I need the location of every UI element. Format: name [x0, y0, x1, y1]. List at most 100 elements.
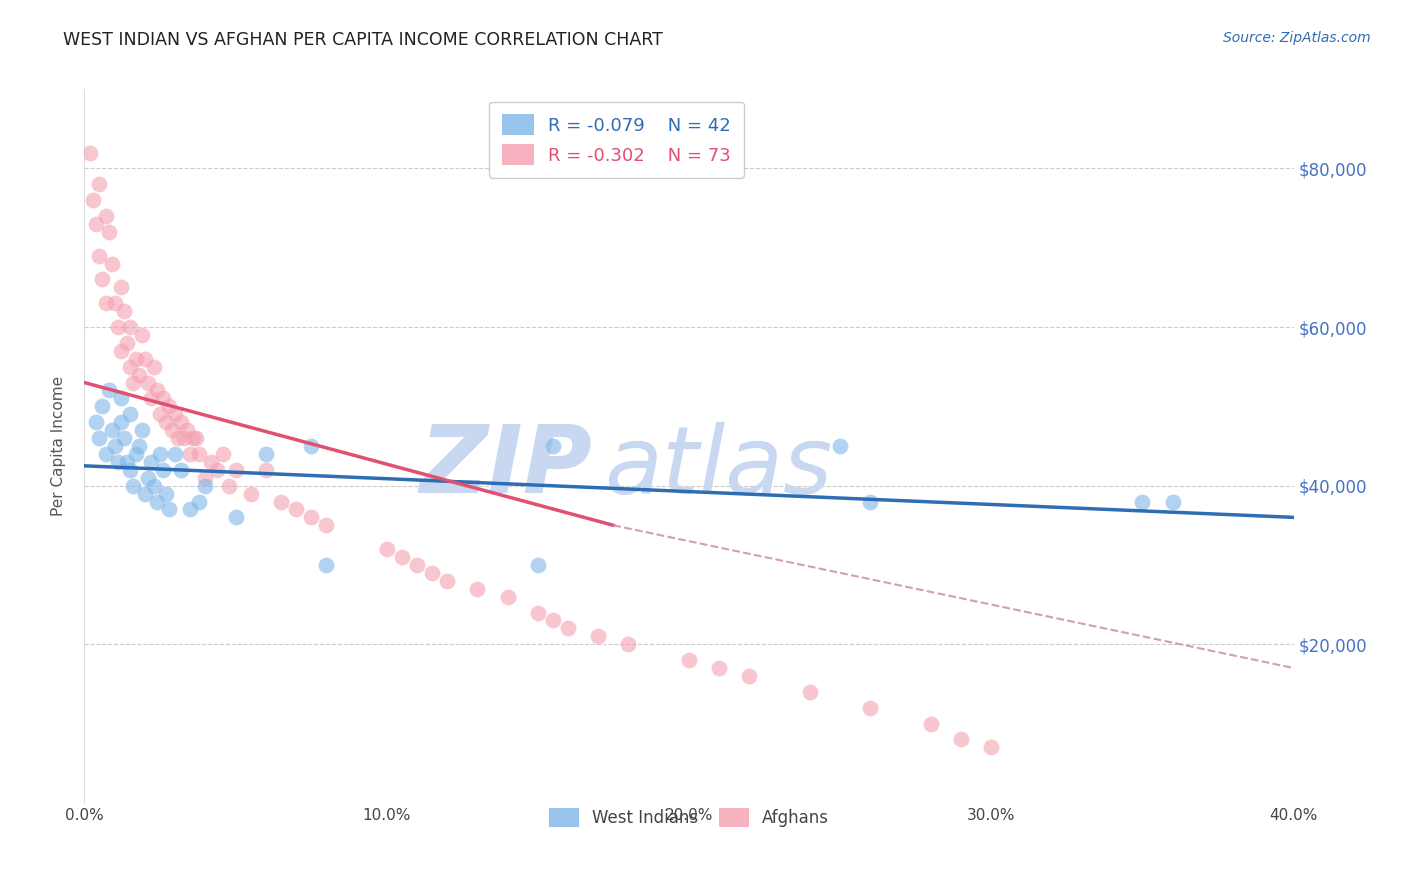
Afghans: [110, 280, 132, 294]
West Indians: [152, 463, 174, 477]
West Indians: [315, 558, 337, 572]
Afghans: [738, 669, 761, 683]
Afghans: [467, 582, 489, 596]
Afghans: [557, 621, 579, 635]
Afghans: [709, 661, 731, 675]
Afghans: [128, 368, 150, 382]
Afghans: [188, 447, 211, 461]
West Indians: [146, 494, 169, 508]
Afghans: [157, 400, 180, 414]
Afghans: [225, 463, 247, 477]
West Indians: [121, 478, 143, 492]
Afghans: [82, 193, 104, 207]
Afghans: [155, 415, 177, 429]
Afghans: [89, 178, 111, 192]
West Indians: [179, 502, 201, 516]
Afghans: [406, 558, 429, 572]
Afghans: [285, 502, 308, 516]
West Indians: [107, 455, 129, 469]
Afghans: [131, 328, 153, 343]
Afghans: [200, 455, 222, 469]
Afghans: [104, 296, 127, 310]
West Indians: [136, 471, 159, 485]
West Indians: [139, 455, 162, 469]
West Indians: [541, 439, 564, 453]
West Indians: [125, 447, 148, 461]
Afghans: [112, 304, 135, 318]
Afghans: [920, 716, 942, 731]
Afghans: [299, 510, 322, 524]
Afghans: [617, 637, 640, 651]
West Indians: [165, 447, 187, 461]
Afghans: [420, 566, 443, 580]
West Indians: [859, 494, 882, 508]
Afghans: [142, 359, 165, 374]
Afghans: [134, 351, 156, 366]
Afghans: [527, 606, 550, 620]
West Indians: [149, 447, 172, 461]
Afghans: [207, 463, 229, 477]
Afghans: [218, 478, 240, 492]
Afghans: [541, 614, 564, 628]
West Indians: [157, 502, 180, 516]
West Indians: [194, 478, 217, 492]
West Indians: [225, 510, 247, 524]
Text: Source: ZipAtlas.com: Source: ZipAtlas.com: [1223, 31, 1371, 45]
West Indians: [299, 439, 322, 453]
West Indians: [86, 415, 108, 429]
Afghans: [254, 463, 277, 477]
Text: WEST INDIAN VS AFGHAN PER CAPITA INCOME CORRELATION CHART: WEST INDIAN VS AFGHAN PER CAPITA INCOME …: [63, 31, 664, 49]
Y-axis label: Per Capita Income: Per Capita Income: [51, 376, 66, 516]
Afghans: [436, 574, 458, 588]
Afghans: [118, 359, 141, 374]
West Indians: [131, 423, 153, 437]
West Indians: [104, 439, 127, 453]
Afghans: [94, 296, 117, 310]
West Indians: [112, 431, 135, 445]
Afghans: [181, 431, 204, 445]
Afghans: [496, 590, 519, 604]
Afghans: [118, 320, 141, 334]
West Indians: [94, 447, 117, 461]
Afghans: [176, 423, 198, 437]
West Indians: [110, 415, 132, 429]
Afghans: [121, 376, 143, 390]
Afghans: [146, 384, 169, 398]
Afghans: [79, 145, 101, 160]
Afghans: [125, 351, 148, 366]
West Indians: [134, 486, 156, 500]
Afghans: [152, 392, 174, 406]
Afghans: [212, 447, 235, 461]
Afghans: [588, 629, 610, 643]
Afghans: [315, 518, 337, 533]
Afghans: [375, 542, 398, 557]
West Indians: [100, 423, 122, 437]
Afghans: [799, 685, 821, 699]
Afghans: [139, 392, 162, 406]
West Indians: [527, 558, 550, 572]
Afghans: [110, 343, 132, 358]
Afghans: [149, 407, 172, 421]
Afghans: [270, 494, 292, 508]
Afghans: [86, 217, 108, 231]
West Indians: [97, 384, 120, 398]
West Indians: [110, 392, 132, 406]
West Indians: [188, 494, 211, 508]
Afghans: [89, 249, 111, 263]
Afghans: [859, 700, 882, 714]
West Indians: [830, 439, 852, 453]
West Indians: [118, 463, 141, 477]
Text: atlas: atlas: [605, 422, 832, 513]
Afghans: [170, 415, 193, 429]
Text: ZIP: ZIP: [419, 421, 592, 514]
Afghans: [94, 209, 117, 223]
Legend: West Indians, Afghans: West Indians, Afghans: [538, 798, 839, 838]
West Indians: [115, 455, 138, 469]
West Indians: [89, 431, 111, 445]
Afghans: [97, 225, 120, 239]
Afghans: [136, 376, 159, 390]
Afghans: [115, 335, 138, 350]
West Indians: [1161, 494, 1184, 508]
Afghans: [239, 486, 262, 500]
West Indians: [155, 486, 177, 500]
